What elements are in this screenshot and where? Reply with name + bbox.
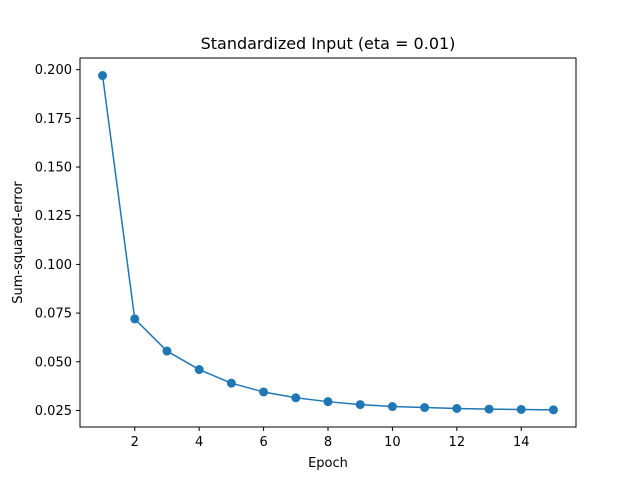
data-point xyxy=(259,387,269,397)
y-tick-label: 0.025 xyxy=(35,404,72,419)
data-point xyxy=(130,314,140,324)
chart-title: Standardized Input (eta = 0.01) xyxy=(201,34,456,53)
x-tick-label: 10 xyxy=(384,435,401,450)
data-point xyxy=(355,400,365,410)
y-tick-label: 0.075 xyxy=(35,307,72,322)
x-tick-label: 2 xyxy=(131,435,139,450)
data-point xyxy=(484,404,494,414)
data-point xyxy=(323,397,333,407)
y-tick-label: 0.200 xyxy=(35,63,72,78)
x-tick-label: 14 xyxy=(513,435,530,450)
plot-area xyxy=(80,58,576,427)
x-axis-ticks: 2 4 6 8 10 12 14 xyxy=(131,427,530,450)
y-tick-label: 0.100 xyxy=(35,258,72,273)
data-point xyxy=(420,403,430,413)
data-point xyxy=(226,378,236,388)
y-axis-ticks: 0.025 0.050 0.075 0.100 0.125 0.150 0.175 0.200 xyxy=(35,63,80,419)
data-point xyxy=(98,71,108,81)
data-point xyxy=(516,404,526,414)
y-tick-label: 0.175 xyxy=(35,112,72,127)
y-axis-label: Sum-squared-error xyxy=(11,181,26,304)
data-point xyxy=(194,365,204,375)
series-layer xyxy=(98,71,558,415)
x-axis-label: Epoch xyxy=(308,456,348,471)
y-tick-label: 0.150 xyxy=(35,161,72,176)
x-tick-label: 4 xyxy=(195,435,203,450)
x-tick-label: 6 xyxy=(259,435,267,450)
data-point xyxy=(162,346,172,356)
x-tick-label: 12 xyxy=(449,435,466,450)
data-point xyxy=(548,405,558,415)
data-point xyxy=(291,393,301,403)
x-tick-label: 8 xyxy=(324,435,332,450)
data-point xyxy=(452,404,462,414)
y-tick-label: 0.125 xyxy=(35,209,72,224)
data-point xyxy=(387,402,397,412)
y-tick-label: 0.050 xyxy=(35,355,72,370)
